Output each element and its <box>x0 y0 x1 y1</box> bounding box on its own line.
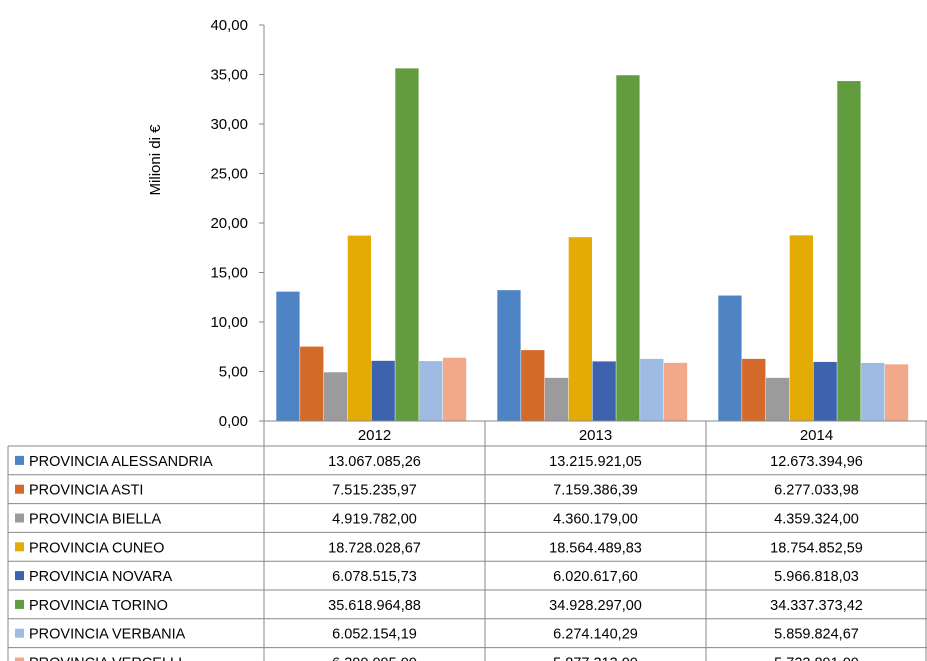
legend-series-name: PROVINCIA NOVARA <box>29 569 172 585</box>
table-cell: 6.274.140,29 <box>553 627 638 643</box>
y-tick-label: 20,00 <box>210 215 248 232</box>
table-cell: 18.754.852,59 <box>770 540 863 556</box>
bar-provincia-biella-2014 <box>765 377 790 421</box>
bar-provincia-vercelli-2012 <box>442 357 467 421</box>
table-cell: 6.078.515,73 <box>332 569 417 585</box>
table-cell: 5.877.313,00 <box>553 656 638 661</box>
y-tick-label: 40,00 <box>210 17 248 34</box>
legend-swatch <box>15 628 24 638</box>
table-cell: 5.859.824,67 <box>774 627 859 643</box>
bar-provincia-asti-2014 <box>742 358 766 421</box>
bar-provincia-novara-2014 <box>813 361 837 421</box>
table-cell: 4.360.179,00 <box>553 512 638 528</box>
y-tick-label: 25,00 <box>210 166 248 183</box>
y-tick-label: 10,00 <box>210 314 248 331</box>
legend-swatch <box>15 542 24 552</box>
y-axis-ticks: 0,00 5,00 10,00 15,00 20,00 25,00 30,00 35,00 40… <box>210 17 264 430</box>
bar-provincia-torino-2013 <box>616 75 640 421</box>
y-tick-label: 30,00 <box>210 116 248 133</box>
table-header-2012: 2012 <box>358 427 391 444</box>
table-cell: 6.052.154,19 <box>332 627 417 643</box>
legend-swatch <box>15 599 24 609</box>
legend-series-name: PROVINCIA BIELLA <box>29 512 161 528</box>
table-header-2014: 2014 <box>800 427 833 444</box>
bar-provincia-alessandria-2013 <box>497 290 521 421</box>
legend-swatch <box>15 657 24 661</box>
legend-swatch <box>15 484 24 494</box>
legend-series-name: PROVINCIA VERBANIA <box>29 627 186 643</box>
table-cell: 12.673.394,96 <box>770 454 863 470</box>
bar-provincia-alessandria-2014 <box>718 295 742 421</box>
legend-series-name: PROVINCIA VERCELLI <box>29 656 182 661</box>
bar-provincia-biella-2012 <box>323 372 348 421</box>
table-cell: 35.618.964,88 <box>328 598 421 614</box>
table-cell: 6.277.033,98 <box>774 483 859 499</box>
table-cell: 4.359.324,00 <box>774 512 859 528</box>
table-cell: 18.564.489,83 <box>549 540 642 556</box>
table-cell: 18.728.028,67 <box>328 540 421 556</box>
bar-provincia-cuneo-2014 <box>789 235 813 421</box>
y-tick-label: 5,00 <box>219 364 248 381</box>
y-tick-label: 35,00 <box>210 67 248 84</box>
bar-provincia-vercelli-2013 <box>663 362 688 421</box>
legend-series-name: PROVINCIA ASTI <box>29 483 143 499</box>
legend-swatch <box>15 571 24 581</box>
table-cell: 6.390.095,00 <box>332 656 417 661</box>
table-cell: 4.919.782,00 <box>332 512 417 528</box>
bar-provincia-novara-2013 <box>592 361 616 421</box>
bar-provincia-verbania-2014 <box>861 362 885 421</box>
table-cell: 7.515.235,97 <box>332 483 417 499</box>
table-cell: 5.966.818,03 <box>774 569 859 585</box>
bar-provincia-biella-2013 <box>544 377 569 421</box>
table-header-2013: 2013 <box>579 427 612 444</box>
data-table: 2012 2013 2014 PROVINCIA ALESSANDRIA 13.067.… <box>7 420 927 661</box>
bar-provincia-alessandria-2012 <box>276 291 300 421</box>
legend-series-name: PROVINCIA CUNEO <box>29 540 164 556</box>
bar-provincia-asti-2012 <box>300 346 324 421</box>
bar-provincia-vercelli-2014 <box>884 364 909 421</box>
table-cell: 13.215.921,05 <box>549 454 642 470</box>
bar-provincia-asti-2013 <box>521 350 545 421</box>
bar-provincia-torino-2012 <box>395 68 419 422</box>
y-tick-label: 0,00 <box>219 413 248 430</box>
bar-provincia-novara-2012 <box>371 360 395 421</box>
table-cell: 5.722.891,00 <box>774 656 859 661</box>
y-axis-label: Milioni di € <box>147 124 164 196</box>
table-cell: 13.067.085,26 <box>328 454 421 470</box>
table-cell: 34.928.297,00 <box>549 598 642 614</box>
legend-series-name: PROVINCIA TORINO <box>29 598 168 614</box>
bar-provincia-cuneo-2013 <box>568 237 592 421</box>
table-cell: 34.337.373,42 <box>770 598 863 614</box>
y-tick-label: 15,00 <box>210 265 248 282</box>
bar-provincia-cuneo-2012 <box>347 235 371 421</box>
table-cell: 6.020.617,60 <box>553 569 638 585</box>
legend-series-name: PROVINCIA ALESSANDRIA <box>29 454 213 470</box>
bar-provincia-torino-2014 <box>837 81 861 422</box>
bars <box>276 68 909 422</box>
bar-provincia-verbania-2012 <box>419 361 443 421</box>
legend-swatch <box>15 455 24 465</box>
legend-swatch <box>15 513 24 523</box>
bar-provincia-verbania-2013 <box>640 358 664 421</box>
table-cell: 7.159.386,39 <box>553 483 638 499</box>
